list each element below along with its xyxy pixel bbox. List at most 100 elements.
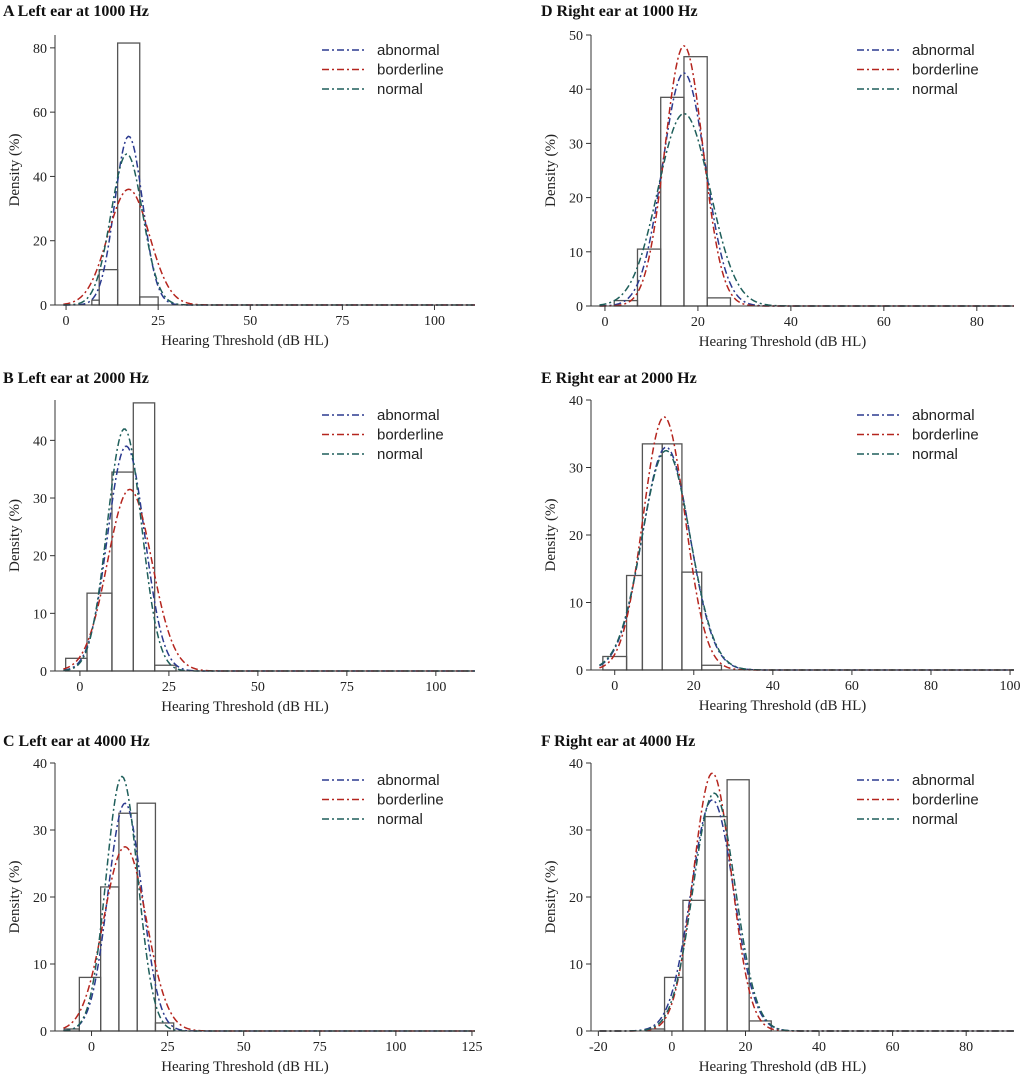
density-curve-abnormal: [599, 799, 1014, 1032]
legend-label-normal: normal: [912, 811, 958, 828]
legend-label-borderline: borderline: [912, 62, 979, 79]
x-tick-label: 0: [88, 1040, 95, 1055]
y-tick-label: 30: [33, 824, 47, 839]
x-tick-label: 25: [161, 1040, 175, 1055]
y-tick-label: 0: [576, 1025, 583, 1040]
legend-label-borderline: borderline: [912, 427, 979, 444]
histogram-bar: [641, 443, 663, 671]
histogram-bar: [602, 655, 628, 671]
y-tick-label: 20: [569, 192, 583, 207]
x-tick-label: 25: [151, 314, 165, 329]
density-curve-abnormal: [63, 802, 475, 1032]
x-tick-label: 100: [425, 680, 446, 695]
y-tick-label: 50: [569, 29, 583, 44]
x-tick-label: 0: [668, 1040, 675, 1055]
y-tick-label: 80: [33, 42, 47, 57]
x-tick-label: 100: [385, 1040, 406, 1055]
x-tick-label: 75: [340, 680, 354, 695]
x-tick-label: 75: [313, 1040, 327, 1055]
y-tick-label: 60: [33, 106, 47, 121]
histogram-bar: [154, 664, 177, 672]
x-tick-label: 0: [611, 679, 618, 694]
y-tick-label: 10: [33, 607, 47, 622]
histogram-bar: [660, 96, 685, 307]
histogram-bar: [116, 42, 141, 306]
density-curve-borderline: [63, 488, 475, 672]
y-tick-label: 20: [33, 235, 47, 250]
panel-title: D Right ear at 1000 Hz: [541, 3, 698, 20]
panel-c: C Left ear at 4000 Hz 0 25 50 75 100 125 0 10 20 3…: [3, 733, 482, 1075]
x-tick-label: 20: [691, 315, 705, 330]
y-tick-label: 40: [569, 757, 583, 772]
histogram-bar: [706, 297, 732, 307]
x-tick-label: 25: [162, 680, 176, 695]
x-axis-label: Hearing Threshold (dB HL): [699, 334, 867, 350]
y-tick-label: 10: [569, 597, 583, 612]
x-tick-label: 80: [970, 315, 984, 330]
histogram-bar: [748, 1020, 772, 1032]
x-tick-label: 50: [237, 1040, 251, 1055]
x-axis-label: Hearing Threshold (dB HL): [161, 699, 329, 715]
y-axis-label: Density (%): [543, 499, 559, 572]
histogram-bar: [704, 815, 728, 1032]
panel-title: F Right ear at 4000 Hz: [541, 733, 695, 750]
legend-label-abnormal: abnormal: [377, 42, 440, 59]
legend-label-normal: normal: [377, 81, 423, 98]
density-curve-borderline: [63, 845, 475, 1032]
x-tick-label: 125: [461, 1040, 482, 1055]
legend: abnormal borderline normal: [322, 407, 444, 463]
y-tick-label: 10: [569, 246, 583, 261]
legend-label-borderline: borderline: [912, 792, 979, 809]
x-tick-label: 0: [601, 315, 608, 330]
legend: abnormal borderline normal: [857, 772, 979, 828]
x-tick-label: 20: [738, 1040, 752, 1055]
panel-a: A Left ear at 1000 Hz 0 25 50 75 100 0 20 40 60 80…: [3, 3, 475, 349]
x-axis-label: Hearing Threshold (dB HL): [699, 1059, 867, 1075]
panel-f: F Right ear at 4000 Hz -20 0 20 40 60 80 0 10 20 3…: [541, 733, 1014, 1075]
y-tick-label: 20: [33, 891, 47, 906]
legend-label-abnormal: abnormal: [912, 407, 975, 424]
legend-label-normal: normal: [912, 446, 958, 463]
x-tick-label: 100: [1000, 679, 1021, 694]
y-axis-label: Density (%): [7, 134, 23, 207]
x-tick-label: 60: [877, 315, 891, 330]
x-tick-label: 40: [766, 679, 780, 694]
panel-d: D Right ear at 1000 Hz 0 20 40 60 80 0 10 20 30 40…: [541, 3, 1014, 350]
legend-label-borderline: borderline: [377, 792, 444, 809]
x-tick-label: 75: [335, 314, 349, 329]
x-tick-label: 50: [243, 314, 257, 329]
y-axis-label: Density (%): [543, 134, 559, 207]
x-tick-label: 60: [845, 679, 859, 694]
x-axis-label: Hearing Threshold (dB HL): [161, 1059, 329, 1075]
x-tick-label: 80: [959, 1040, 973, 1055]
y-axis-label: Density (%): [7, 861, 23, 934]
y-tick-label: 30: [569, 462, 583, 477]
histogram-bar: [91, 299, 100, 306]
density-curve-abnormal: [63, 135, 475, 306]
legend-label-normal: normal: [377, 811, 423, 828]
y-tick-label: 30: [33, 492, 47, 507]
y-tick-label: 40: [33, 757, 47, 772]
x-tick-label: 0: [63, 314, 70, 329]
legend: abnormal borderline normal: [322, 772, 444, 828]
y-tick-label: 20: [569, 891, 583, 906]
density-curve-normal: [599, 792, 1014, 1032]
y-tick-label: 0: [40, 665, 47, 680]
y-tick-label: 30: [569, 137, 583, 152]
histogram-bar: [625, 574, 644, 671]
x-tick-label: 40: [784, 315, 798, 330]
y-tick-label: 40: [33, 170, 47, 185]
legend: abnormal borderline normal: [322, 42, 444, 98]
x-tick-label: 50: [251, 680, 265, 695]
legend-label-abnormal: abnormal: [377, 407, 440, 424]
y-tick-label: 0: [40, 1025, 47, 1040]
y-axis-label: Density (%): [543, 861, 559, 934]
panel-title: C Left ear at 4000 Hz: [3, 733, 150, 750]
y-tick-label: 0: [40, 299, 47, 314]
y-tick-label: 40: [569, 394, 583, 409]
x-tick-label: 0: [76, 680, 83, 695]
y-tick-label: 0: [576, 300, 583, 315]
legend: abnormal borderline normal: [857, 42, 979, 98]
y-tick-label: 10: [569, 958, 583, 973]
